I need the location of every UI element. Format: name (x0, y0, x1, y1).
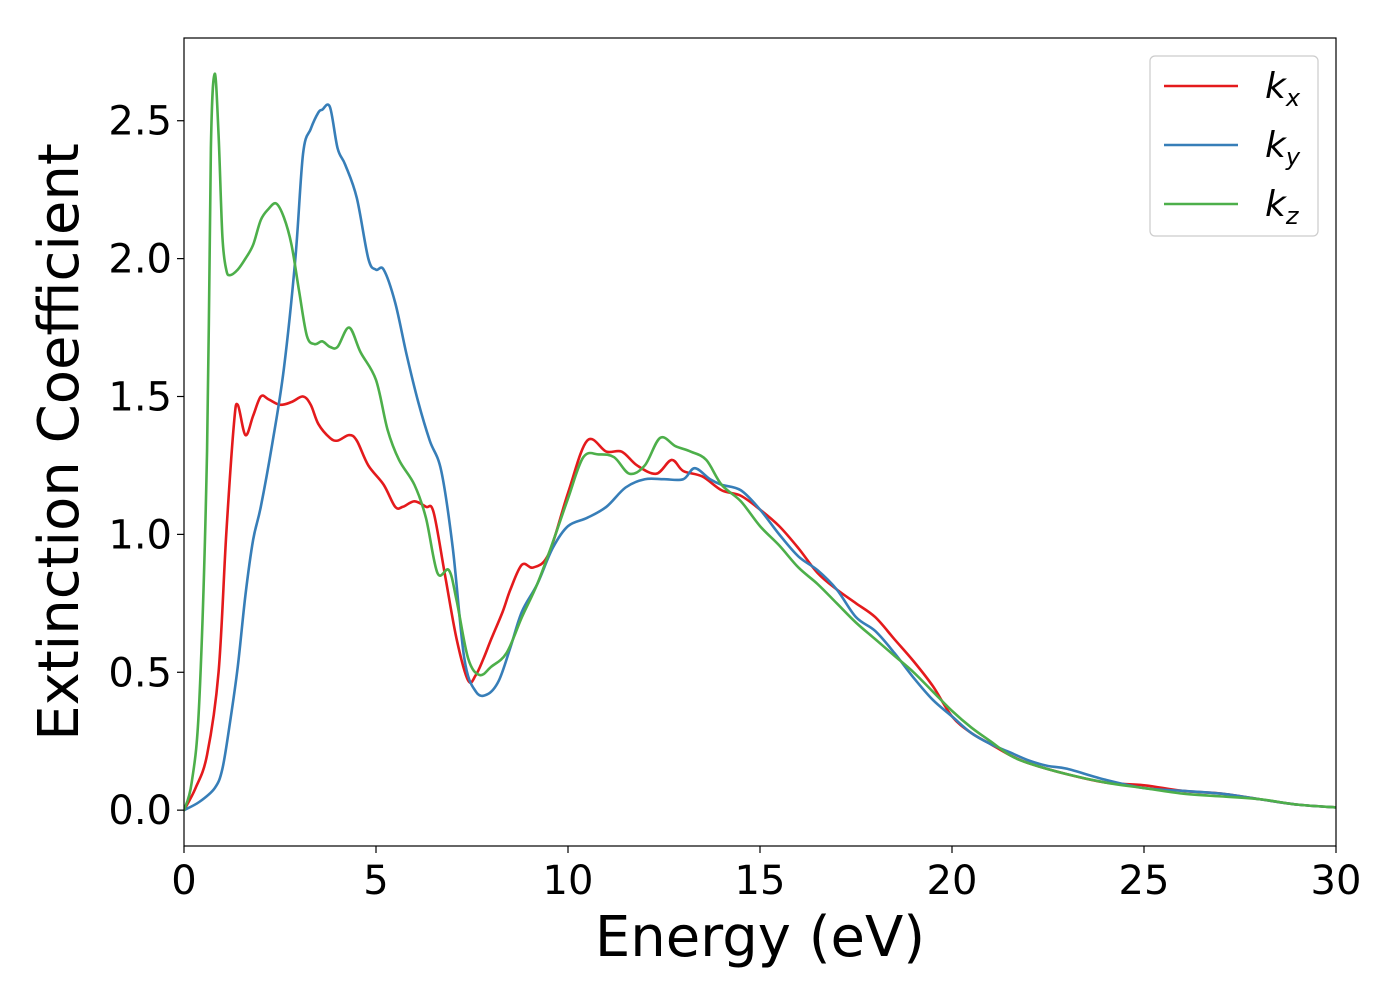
y-axis-ticks: 0.0 0.5 1.0 1.5 2.0 2.5 (108, 99, 184, 834)
x-tick-label: 25 (1119, 858, 1170, 904)
series-line-kz (184, 72, 1336, 812)
legend-label-ky: ky (1265, 125, 1301, 171)
x-tick-label: 20 (927, 858, 978, 904)
legend-label-kx: kx (1265, 66, 1301, 112)
plot-area (184, 38, 1336, 846)
x-axis-title: Energy (eV) (595, 905, 925, 970)
x-tick-label: 10 (543, 858, 594, 904)
legend-label-subscript: y (1285, 143, 1301, 171)
x-tick-label: 30 (1311, 858, 1362, 904)
y-tick-label: 1.0 (108, 512, 172, 558)
x-tick-label: 15 (735, 858, 786, 904)
x-tick-label: 5 (363, 858, 388, 904)
series-layer (184, 72, 1336, 812)
y-axis-title: Extinction Coefficient (27, 143, 92, 741)
y-tick-label: 2.0 (108, 237, 172, 283)
legend-label-kz: kz (1265, 184, 1300, 230)
y-tick-label: 0.0 (108, 788, 172, 834)
legend-label-subscript: z (1285, 202, 1300, 230)
y-tick-label: 0.5 (108, 650, 172, 696)
x-axis-ticks: 0 5 10 15 20 25 30 (171, 846, 1361, 904)
legend-label-subscript: x (1285, 84, 1301, 112)
legend-label-base: k (1265, 184, 1288, 225)
y-tick-label: 1.5 (108, 374, 172, 420)
legend-label-base: k (1265, 66, 1288, 107)
y-tick-label: 2.5 (108, 99, 172, 145)
x-tick-label: 0 (171, 858, 196, 904)
legend-label-base: k (1265, 125, 1288, 166)
